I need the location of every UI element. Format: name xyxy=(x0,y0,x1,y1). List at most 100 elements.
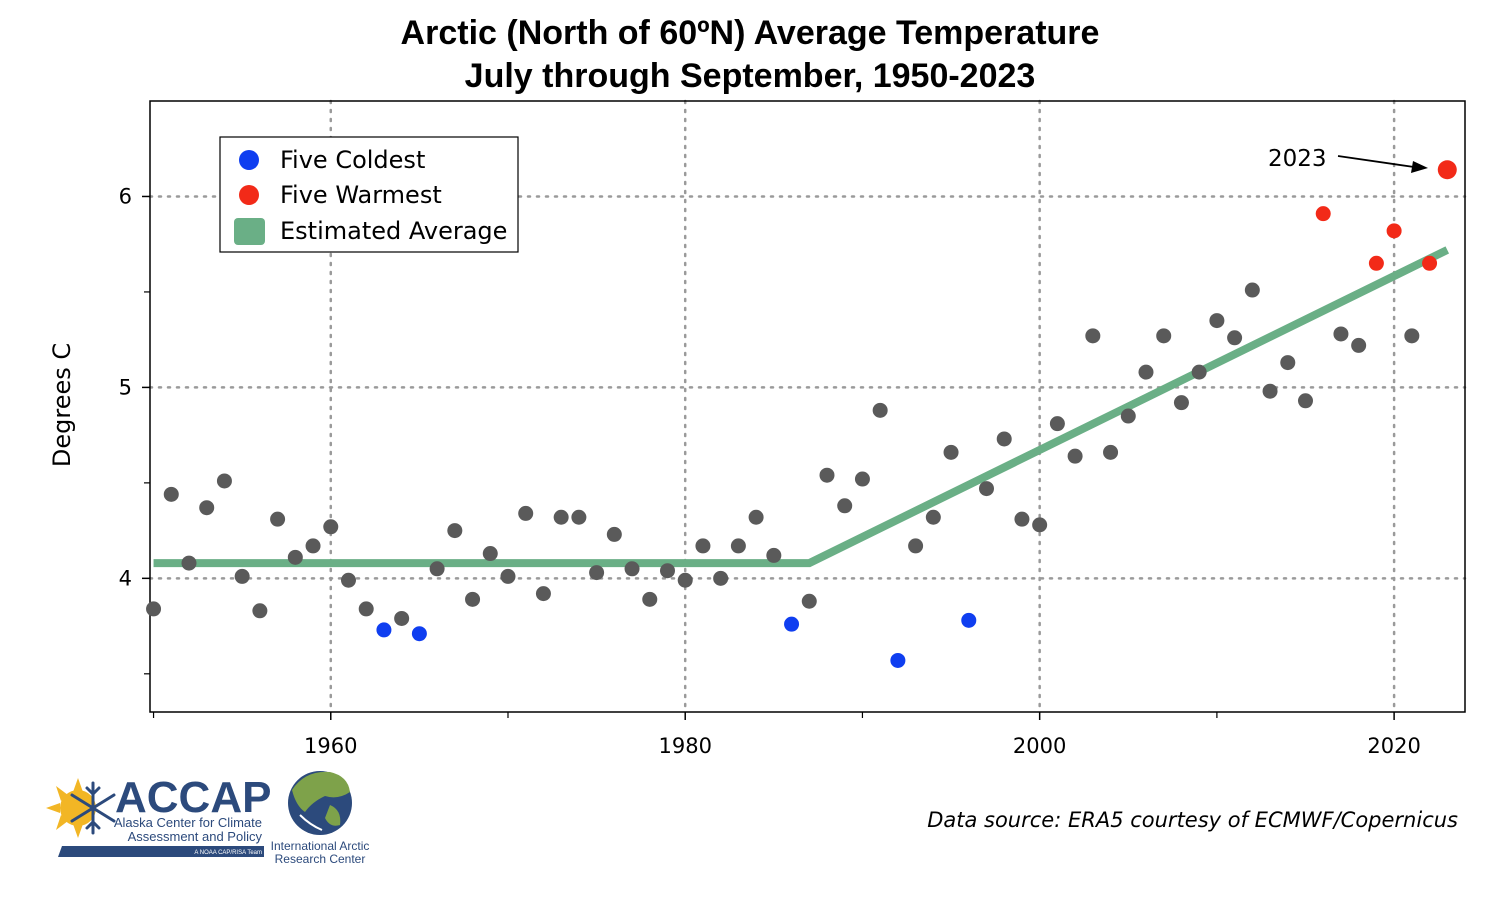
annotation-arrow xyxy=(1337,155,1415,168)
legend-box xyxy=(219,136,519,253)
data-point xyxy=(1156,328,1172,344)
data-point xyxy=(677,572,693,588)
data-point xyxy=(429,561,445,577)
snowflake-icon xyxy=(70,781,116,835)
data-point xyxy=(1191,364,1207,380)
data-point xyxy=(1138,364,1154,380)
data-point xyxy=(199,500,215,516)
data-point xyxy=(465,591,481,607)
data-point xyxy=(535,586,551,602)
data-point xyxy=(1244,282,1260,298)
axes: 1960 1980 2000 2020 4 5 6 xyxy=(119,184,1421,758)
x-tick-label: 1980 xyxy=(658,734,711,758)
data-point xyxy=(837,498,853,514)
data-point-warmest xyxy=(1315,206,1331,222)
data-point xyxy=(518,505,534,521)
sun-icon xyxy=(46,778,96,838)
data-point xyxy=(394,610,410,626)
data-point xyxy=(1262,383,1278,399)
points-layer xyxy=(146,160,1457,668)
accap-name: ACCAP xyxy=(115,773,271,822)
data-point xyxy=(925,509,941,525)
data-point xyxy=(305,538,321,554)
y-tick-label: 5 xyxy=(119,375,132,399)
data-point xyxy=(216,473,232,489)
data-point xyxy=(624,561,640,577)
annotation-arrowhead xyxy=(1411,161,1428,173)
data-point xyxy=(854,471,870,487)
legend-label-average: Estimated Average xyxy=(280,217,507,245)
data-point xyxy=(323,519,339,535)
data-point xyxy=(730,538,746,554)
data-point xyxy=(252,603,268,619)
legend-marker-warmest xyxy=(239,185,259,205)
data-source-note: Data source: ERA5 courtesy of ECMWF/Cope… xyxy=(927,808,1458,832)
data-point xyxy=(482,546,498,562)
iarc-logo: International Arctic Research Center xyxy=(271,771,370,866)
accap-logo: ACCAP Alaska Center for Climate Assessme… xyxy=(46,773,271,857)
annotation-label: 2023 xyxy=(1268,146,1327,172)
average-line-layer xyxy=(153,246,1450,568)
data-point xyxy=(1014,511,1030,527)
plot-frame xyxy=(149,100,1466,713)
accap-line2: Assessment and Policy xyxy=(128,829,263,844)
annotation-2023: 2023 xyxy=(1268,146,1428,173)
data-point xyxy=(270,511,286,527)
legend-marker-coldest xyxy=(239,150,259,170)
data-point-coldest xyxy=(376,622,392,638)
data-point xyxy=(553,509,569,525)
data-point xyxy=(1227,330,1243,346)
data-point xyxy=(1351,337,1367,353)
data-point xyxy=(1032,517,1048,533)
legend-label-warmest: Five Warmest xyxy=(280,181,442,209)
data-point xyxy=(163,486,179,502)
data-point xyxy=(1103,444,1119,460)
x-tick-label: 1960 xyxy=(304,734,357,758)
data-point xyxy=(234,568,250,584)
data-point xyxy=(1297,393,1313,409)
data-point xyxy=(642,591,658,607)
globe-icon xyxy=(288,771,352,835)
data-point xyxy=(943,444,959,460)
data-point xyxy=(908,538,924,554)
chart-title: Arctic (North of 60ºN) Average Temperatu… xyxy=(400,14,1100,52)
average-line xyxy=(153,246,1450,568)
accap-banner xyxy=(58,846,264,857)
accap-tagline: A NOAA CAP/RISA Team xyxy=(194,850,262,856)
data-point xyxy=(500,568,516,584)
y-tick-label: 4 xyxy=(119,566,132,590)
data-point xyxy=(996,431,1012,447)
legend-label-coldest: Five Coldest xyxy=(280,146,425,174)
data-point-warmest xyxy=(1368,255,1384,271)
data-point xyxy=(659,563,675,579)
legend: Five Coldest Five Warmest Estimated Aver… xyxy=(219,136,519,253)
data-point xyxy=(146,601,162,617)
data-point xyxy=(713,570,729,586)
data-point xyxy=(748,509,764,525)
accap-line1: Alaska Center for Climate xyxy=(114,815,262,830)
chart-subtitle: July through September, 1950-2023 xyxy=(464,57,1036,95)
data-point-warmest xyxy=(1386,223,1402,239)
x-tick-label: 2000 xyxy=(1013,734,1066,758)
data-point-coldest xyxy=(784,616,800,632)
data-point xyxy=(695,538,711,554)
data-point xyxy=(287,549,303,565)
data-point xyxy=(447,523,463,539)
data-point xyxy=(1173,395,1189,411)
data-point xyxy=(589,565,605,581)
data-point xyxy=(766,547,782,563)
legend-marker-average xyxy=(234,218,265,245)
data-point-warmest xyxy=(1422,255,1438,271)
y-axis-label: Degrees C xyxy=(48,343,76,467)
data-point xyxy=(819,467,835,483)
data-point xyxy=(1209,313,1225,329)
data-point xyxy=(571,509,587,525)
data-point-warmest xyxy=(1437,160,1457,180)
data-point-coldest xyxy=(411,626,427,642)
data-point-coldest xyxy=(961,612,977,628)
data-point xyxy=(1067,448,1083,464)
iarc-line1: International Arctic xyxy=(271,839,370,853)
x-tick-label: 2020 xyxy=(1367,734,1420,758)
y-tick-label: 6 xyxy=(119,184,132,208)
